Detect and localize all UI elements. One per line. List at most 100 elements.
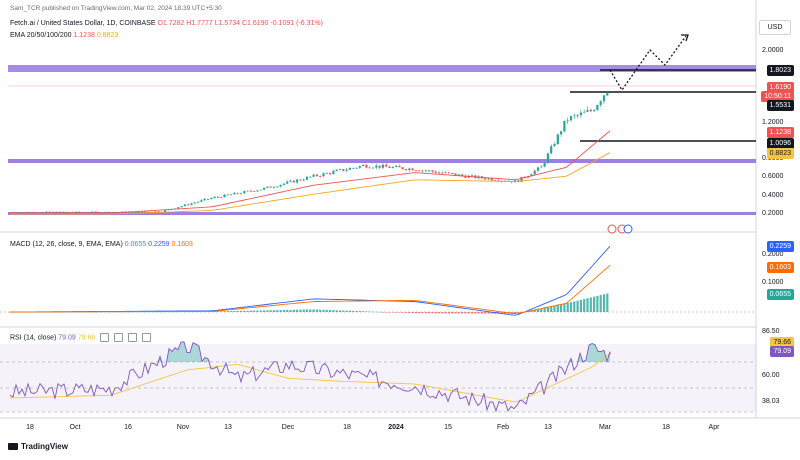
candle-body [401, 167, 404, 170]
resistance-tag: 1.8023 [766, 65, 794, 76]
candle-body [576, 115, 579, 116]
more-icon[interactable] [142, 333, 152, 342]
macd-histogram-bar [309, 309, 312, 312]
macd-histogram-bar [543, 307, 546, 312]
candle-body [104, 211, 107, 213]
candle-body [550, 146, 553, 154]
candle-body [292, 180, 295, 183]
macd-histogram-bar [282, 309, 285, 312]
rsi-y-tick-38: 38.03 [762, 398, 780, 405]
candle-body [22, 212, 25, 213]
macd-histogram-bar [401, 312, 404, 313]
macd-histogram-bar [464, 312, 467, 314]
candle-body [107, 211, 111, 213]
rsi-tag: 79.09 [770, 346, 794, 357]
macd-histogram-bar [398, 312, 401, 313]
x-tick-18-mar: 18 [662, 424, 670, 431]
candle-body [187, 204, 190, 206]
macd-histogram-bar [289, 309, 292, 312]
macd-histogram-bar [441, 312, 444, 314]
macd-histogram-bar [447, 312, 450, 314]
y-tick-2: 2.0000 [762, 47, 784, 54]
candle-body [259, 189, 262, 191]
candle-body [569, 116, 573, 121]
macd-histogram-bar [437, 312, 441, 314]
macd-histogram-bar [599, 295, 602, 312]
candle-body [348, 168, 351, 170]
macd-histogram-bar [411, 312, 414, 314]
x-tick-2024: 2024 [388, 424, 404, 431]
macd-histogram-bar [345, 310, 348, 312]
macd-histogram-bar [477, 312, 480, 314]
macd-histogram-bar [457, 312, 460, 314]
candle-body [546, 153, 549, 163]
macd-histogram-bar [536, 309, 540, 312]
candle-body [230, 194, 233, 196]
candle-body [428, 170, 431, 172]
candle-body [48, 211, 51, 213]
candle-body [543, 162, 546, 167]
candle-body [520, 176, 523, 182]
candle-body [414, 170, 417, 172]
ohlc-change: -0.1091 (-6.31%) [270, 20, 323, 27]
macd-histogram-bar [490, 312, 493, 314]
x-tick-mar: Mar [598, 424, 612, 431]
candle-body [540, 166, 543, 168]
candle-body [573, 115, 576, 117]
macd-histogram-bar [286, 309, 289, 312]
macd-histogram-bar [325, 309, 328, 312]
candle-body [398, 165, 401, 168]
us-flag-icon[interactable] [623, 224, 633, 234]
settings-icon[interactable] [114, 333, 124, 342]
macd-histogram-bar [428, 312, 431, 314]
candle-body [421, 170, 424, 172]
candle-body [55, 211, 58, 213]
candle-body [147, 211, 150, 213]
tradingview-logo-text: TradingView [21, 442, 68, 451]
rsi-legend-label: RSI (14, close) [10, 334, 57, 342]
candle-body [266, 186, 269, 188]
y-tick-1-2: 1.2000 [762, 119, 784, 126]
signal-tag: 0.1603 [766, 262, 794, 273]
x-tick-18: 18 [26, 424, 34, 431]
macd-histogram-bar [388, 312, 391, 313]
hist-tag: 0.0655 [766, 289, 794, 300]
macd-histogram-bar [263, 310, 266, 312]
candle-body [385, 164, 388, 167]
eye-icon[interactable] [100, 333, 110, 342]
macd-histogram-bar [266, 310, 269, 312]
support-2-tag: 1.0096 [766, 138, 794, 149]
delete-icon[interactable] [128, 333, 138, 342]
candle-body [81, 212, 84, 214]
macd-histogram-bar [606, 293, 609, 312]
macd-histogram-bar [246, 310, 249, 312]
candle-body [391, 166, 394, 168]
candle-body [263, 187, 266, 190]
candle-body [45, 211, 48, 213]
candle-body [335, 169, 338, 172]
candle-body [233, 192, 236, 195]
candle-body [220, 196, 223, 198]
candle-body [121, 211, 124, 213]
low-zone [8, 212, 756, 215]
macd-histogram-bar [569, 302, 573, 312]
candle-body [296, 179, 299, 183]
macd-histogram-bar [279, 310, 282, 312]
macd-histogram-bar [358, 311, 361, 312]
currency-button[interactable]: USD [759, 20, 791, 35]
event-flag-icon[interactable] [607, 224, 617, 234]
candle-body [299, 179, 302, 181]
macd-histogram-bar [312, 309, 315, 312]
ema-legend-label: EMA 20/50/100/200 [10, 32, 72, 39]
macd-legend-value-3: 0.1603 [171, 241, 193, 248]
macd-histogram-bar [424, 312, 427, 314]
candle-body [302, 179, 305, 181]
ohlc-high: H1.7777 [186, 20, 213, 27]
symbol-title: Fetch.ai / United States Dollar, 1D, COI… [10, 20, 156, 27]
candle-body [206, 198, 210, 200]
macd-histogram-bar [431, 312, 434, 314]
candle-body [154, 211, 157, 213]
macd-tag: 0.2259 [766, 241, 794, 252]
macd-histogram-bar [249, 310, 252, 312]
ema-slow-tag: 0.8823 [766, 148, 794, 159]
